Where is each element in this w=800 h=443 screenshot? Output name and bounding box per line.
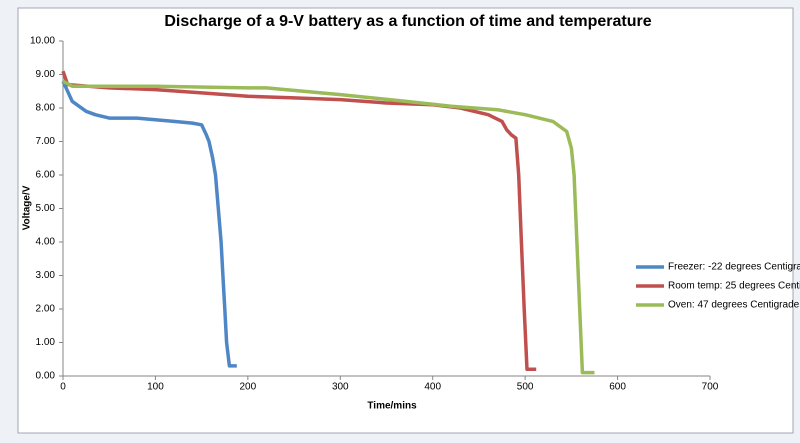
x-tick-label: 0 — [60, 382, 66, 393]
y-axis-title: Voltage/V — [22, 185, 33, 230]
y-tick-label: 6.00 — [36, 170, 56, 181]
y-tick-label: 4.00 — [36, 237, 56, 248]
legend-label: Freezer: -22 degrees Centigrade — [668, 262, 800, 273]
x-tick-label: 400 — [424, 382, 441, 393]
x-tick-label: 100 — [147, 382, 164, 393]
y-tick-label: 1.00 — [36, 337, 56, 348]
y-tick-label: 3.00 — [36, 270, 56, 281]
x-tick-label: 500 — [517, 382, 534, 393]
series-line — [61, 80, 237, 368]
legend-label: Room temp: 25 degrees Centigrade — [668, 281, 800, 292]
chart-title: Discharge of a 9-V battery as a function… — [164, 13, 651, 30]
x-tick-label: 600 — [609, 382, 626, 393]
y-tick-label: 0.00 — [36, 371, 56, 382]
y-tick-label: 2.00 — [36, 304, 56, 315]
x-axis-title: Time/mins — [367, 401, 417, 412]
y-tick-label: 10.00 — [30, 36, 55, 47]
y-tick-label: 7.00 — [36, 136, 56, 147]
y-tick-label: 5.00 — [36, 203, 56, 214]
y-tick-label: 8.00 — [36, 103, 56, 114]
x-tick-label: 300 — [332, 382, 349, 393]
chart-frame — [17, 7, 794, 434]
legend-label: Oven: 47 degrees Centigrade — [668, 300, 800, 311]
y-tick-label: 9.00 — [36, 69, 56, 80]
x-tick-label: 700 — [702, 382, 719, 393]
series-line — [62, 79, 595, 375]
x-tick-label: 200 — [240, 382, 257, 393]
